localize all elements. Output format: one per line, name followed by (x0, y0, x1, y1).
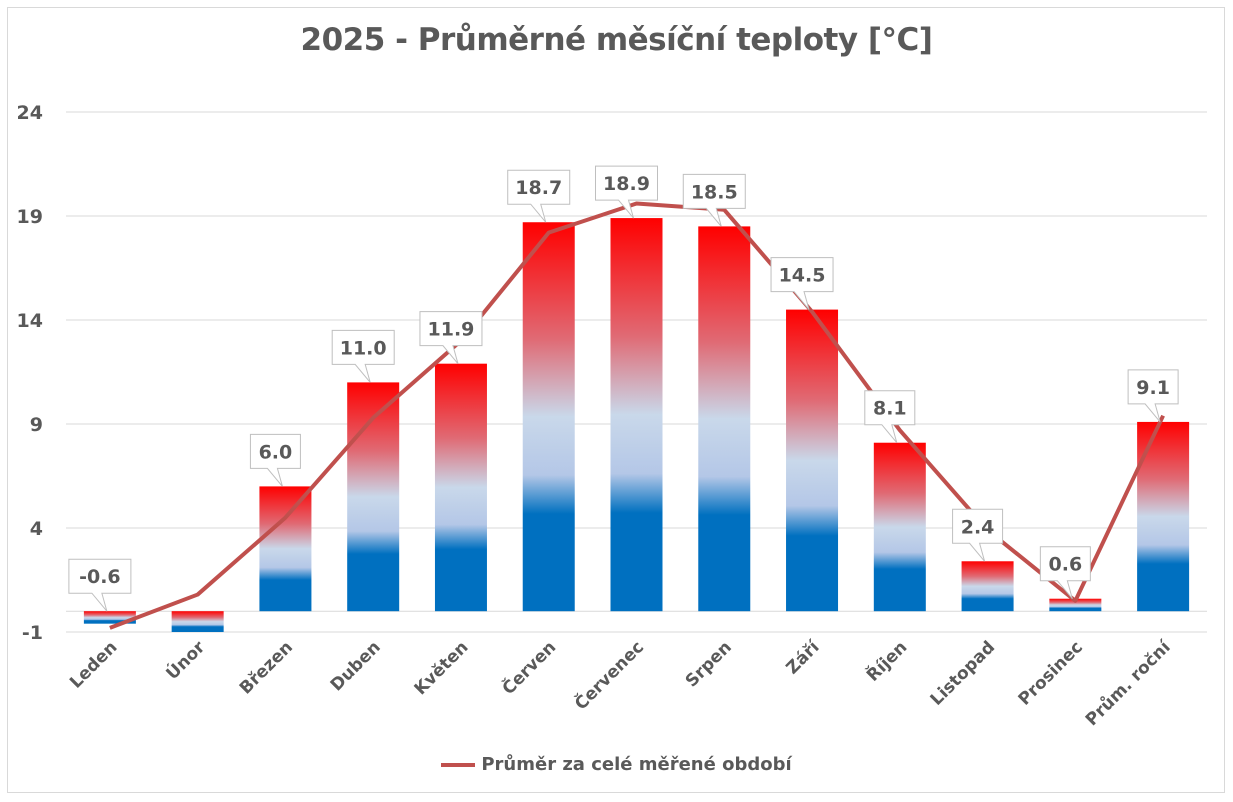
data-label-text: 8.1 (873, 398, 907, 420)
data-label-text: 2.4 (961, 516, 995, 538)
bar-Únor (171, 611, 224, 632)
data-label-text: 6.0 (259, 441, 293, 463)
legend-line-label: Průměr za celé měřené období (481, 754, 792, 775)
data-label-text: 18.5 (691, 181, 738, 203)
legend-line-swatch (441, 762, 476, 767)
y-tick-label: 14 (17, 310, 43, 332)
y-tick-label: 4 (30, 518, 43, 540)
data-label-callout (68, 558, 132, 612)
x-category-label: Únor (161, 636, 209, 684)
x-category-label: Březen (236, 637, 297, 698)
data-label: 2.4 (952, 508, 1004, 562)
x-category-label: Květen (411, 637, 473, 699)
data-label-text: 11.9 (428, 319, 475, 341)
data-label-callout (770, 257, 834, 310)
x-category-label: Leden (66, 637, 121, 692)
x-category-label: Červen (497, 636, 560, 699)
data-label-text: -0.6 (79, 566, 121, 588)
bar-Březen (259, 486, 312, 612)
bar-Květen (434, 363, 487, 612)
data-label-callout (1127, 369, 1179, 423)
data-label: -0.6 (68, 558, 132, 612)
data-label-text: 18.9 (603, 173, 650, 195)
data-label-callout (331, 329, 395, 383)
data-label-callout (595, 165, 658, 219)
x-category-label: Prosinec (1015, 637, 1087, 709)
x-category-label: Listopad (927, 637, 999, 709)
bar-Červen (522, 222, 575, 612)
data-label-text: 14.5 (779, 265, 826, 287)
data-label-callout (682, 173, 746, 227)
data-label-text: 0.6 (1049, 554, 1083, 576)
data-label: 11.9 (419, 311, 483, 365)
data-label: 11.0 (331, 329, 395, 383)
bar-Září (786, 309, 839, 612)
data-label-callout (507, 169, 571, 223)
data-label: 18.7 (507, 169, 571, 223)
bar-Srpen (698, 226, 751, 612)
data-label: 9.1 (1127, 369, 1179, 423)
bar-Červenec (610, 218, 663, 612)
bar-Leden (83, 611, 136, 624)
data-labels: -0.6 6.0 11.0 11.9 18.7 18.9 18.5 14.5 8.1 2.4 0.6… (68, 165, 1179, 612)
y-tick-label: 9 (30, 414, 43, 436)
data-label-text: 18.7 (515, 177, 562, 199)
y-tick-label: 24 (17, 102, 43, 124)
data-label-text: 9.1 (1136, 377, 1170, 399)
bar-Prosinec (1049, 598, 1102, 612)
y-axis-ticks: 24 19 14 9 4 -1 (17, 102, 43, 644)
x-category-label: Prům. roční (1081, 635, 1176, 730)
x-category-label: Září (783, 637, 825, 679)
data-label-callout (864, 390, 916, 444)
x-axis-categories: Leden Únor Březen Duben Květen Červen Červenec… (66, 635, 1175, 730)
data-label: 18.5 (682, 173, 746, 227)
data-label-text: 11.0 (340, 337, 387, 359)
chart-title: 2025 - Průměrné měsíční teploty [°C] (300, 22, 933, 58)
data-label-callout (249, 433, 301, 487)
data-label: 6.0 (249, 433, 301, 487)
data-label: 14.5 (770, 257, 834, 310)
data-label: 0.6 (1039, 546, 1091, 600)
data-label: 18.9 (595, 165, 658, 219)
x-category-label: Duben (327, 637, 385, 695)
data-label: 8.1 (864, 390, 916, 444)
data-label-callout (1039, 546, 1091, 600)
legend: Průměr za celé měřené období (0, 754, 1233, 775)
bar-Říjen (873, 442, 926, 612)
y-tick-label: 19 (17, 206, 43, 228)
bar-Listopad (961, 561, 1014, 612)
x-category-label: Červenec (570, 636, 648, 714)
data-label-callout (419, 311, 483, 365)
y-tick-label: -1 (22, 622, 43, 644)
bar-series (83, 218, 1190, 632)
x-category-label: Srpen (682, 637, 736, 691)
data-label-callout (952, 508, 1004, 562)
x-category-label: Říjen (862, 636, 912, 686)
